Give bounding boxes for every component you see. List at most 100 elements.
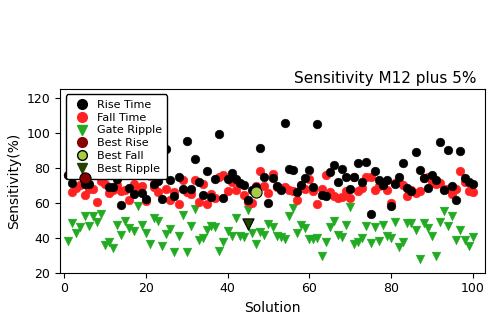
Point: [203, 169, 211, 174]
Point: [68, 181, 76, 186]
Point: [420, 221, 428, 226]
Point: [366, 240, 374, 245]
Point: [84, 182, 92, 187]
Point: [428, 173, 436, 178]
Point: [232, 187, 239, 192]
Point: [142, 230, 150, 235]
Point: [391, 220, 399, 225]
Point: [178, 213, 186, 218]
Point: [252, 242, 260, 247]
Point: [199, 192, 207, 197]
Point: [244, 199, 252, 204]
Point: [122, 146, 130, 151]
Point: [440, 186, 448, 191]
Point: [166, 178, 174, 183]
Point: [460, 179, 468, 184]
Point: [113, 182, 121, 187]
Point: [468, 190, 476, 195]
Point: [444, 187, 452, 192]
Point: [326, 224, 334, 229]
Point: [289, 205, 297, 210]
Point: [310, 236, 318, 241]
Point: [412, 150, 420, 155]
Point: [452, 197, 460, 202]
Point: [375, 239, 383, 244]
Point: [293, 189, 301, 194]
Point: [272, 234, 280, 239]
Point: [138, 223, 145, 228]
Point: [383, 234, 391, 239]
Point: [272, 184, 280, 189]
Point: [301, 187, 309, 192]
Point: [444, 224, 452, 229]
Point: [432, 182, 440, 187]
Point: [456, 169, 464, 174]
Point: [306, 167, 314, 172]
Point: [174, 202, 182, 207]
Point: [346, 205, 354, 210]
Point: [297, 183, 305, 188]
Point: [264, 221, 272, 226]
Point: [314, 236, 322, 241]
Point: [191, 178, 199, 183]
Point: [322, 239, 330, 244]
Point: [109, 187, 117, 192]
Point: [216, 132, 224, 137]
Point: [416, 168, 424, 173]
Point: [456, 148, 464, 153]
Point: [391, 182, 399, 187]
Point: [113, 223, 121, 228]
Point: [424, 225, 432, 230]
Point: [244, 207, 252, 212]
Point: [97, 155, 105, 160]
Point: [88, 213, 96, 218]
Point: [346, 195, 354, 200]
Point: [310, 189, 318, 194]
Point: [80, 182, 88, 187]
Point: [101, 172, 109, 178]
Point: [276, 187, 284, 192]
Point: [244, 197, 252, 202]
Point: [134, 204, 141, 209]
Point: [142, 198, 150, 203]
Point: [346, 187, 354, 192]
Point: [134, 185, 141, 190]
Point: [436, 220, 444, 225]
Point: [256, 145, 264, 150]
X-axis label: Solution: Solution: [244, 301, 301, 315]
Point: [199, 235, 207, 240]
Point: [207, 223, 215, 229]
Point: [252, 190, 260, 195]
Point: [72, 186, 80, 191]
Point: [268, 224, 276, 229]
Point: [342, 222, 350, 227]
Point: [191, 207, 199, 212]
Point: [342, 188, 350, 193]
Point: [154, 178, 162, 183]
Point: [322, 194, 330, 199]
Point: [93, 200, 101, 205]
Point: [224, 189, 232, 194]
Point: [76, 183, 84, 188]
Point: [170, 250, 178, 255]
Point: [158, 243, 166, 248]
Point: [362, 175, 370, 180]
Point: [252, 185, 260, 190]
Point: [216, 248, 224, 253]
Point: [113, 176, 121, 181]
Point: [256, 230, 264, 235]
Point: [362, 223, 370, 228]
Point: [240, 183, 248, 188]
Point: [416, 188, 424, 193]
Point: [170, 193, 178, 198]
Point: [264, 190, 272, 195]
Point: [416, 256, 424, 261]
Point: [68, 221, 76, 226]
Point: [310, 185, 318, 190]
Point: [191, 156, 199, 161]
Point: [212, 177, 220, 182]
Point: [158, 170, 166, 175]
Point: [408, 189, 416, 194]
Point: [80, 192, 88, 197]
Point: [162, 186, 170, 191]
